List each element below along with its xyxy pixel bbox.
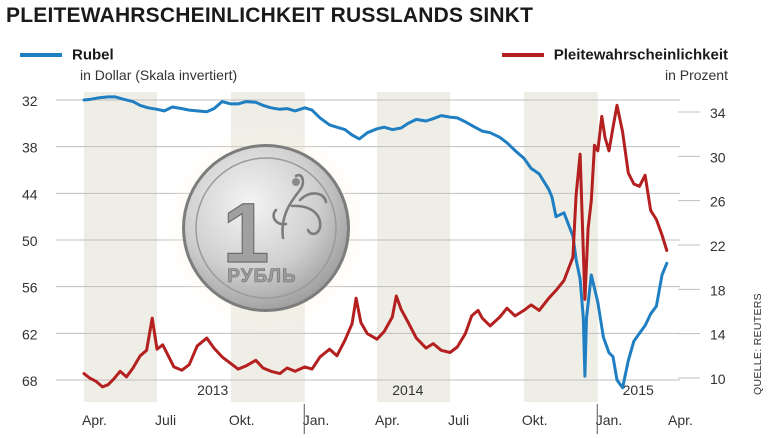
year-label: 2015 bbox=[623, 382, 654, 398]
x-tick-label: Okt. bbox=[229, 412, 255, 428]
left-axis-ticks: 32 38 44 50 56 62 68 bbox=[22, 93, 38, 389]
ruble-coin-image: 1 РУБЛЬ bbox=[161, 123, 371, 333]
x-tick-label: Jan. bbox=[596, 412, 622, 428]
right-tick-label: 18 bbox=[710, 282, 726, 298]
right-tick-label: 10 bbox=[710, 371, 726, 387]
x-axis-ticks: Apr. Juli Okt. Jan. Apr. Juli Okt. Jan. Apr. bbox=[82, 412, 693, 428]
year-labels: 2013 2014 2015 bbox=[197, 382, 654, 434]
x-tick-label: Okt. bbox=[522, 412, 548, 428]
right-tick-label: 22 bbox=[710, 238, 726, 254]
series-line-rubel bbox=[82, 95, 669, 390]
chart-title: PLEITEWAHRSCHEINLICHKEIT RUSSLANDS SINKT bbox=[6, 4, 534, 27]
x-tick-label: Apr. bbox=[668, 412, 693, 428]
source-note: QUELLE: REUTERS bbox=[752, 293, 764, 395]
right-tick-label: 26 bbox=[710, 194, 726, 210]
right-tick-label: 14 bbox=[710, 327, 726, 343]
left-tick-label: 68 bbox=[22, 373, 38, 389]
x-tick-label: Juli bbox=[448, 412, 469, 428]
x-tick-label: Juli bbox=[155, 412, 176, 428]
legend-pleite-label: Pleitewahrscheinlichkeit bbox=[553, 46, 728, 64]
left-tick-label: 38 bbox=[22, 140, 38, 156]
legend-pleite-sublabel: in Prozent bbox=[664, 67, 728, 83]
left-tick-label: 44 bbox=[22, 186, 38, 202]
coin-text: РУБЛЬ bbox=[227, 266, 296, 287]
legend-rubel: Rubel in Dollar (Skala invertiert) bbox=[20, 46, 237, 83]
left-tick-label: 50 bbox=[22, 233, 38, 249]
coin-numeral: 1 bbox=[223, 186, 270, 280]
left-tick-label: 32 bbox=[22, 93, 38, 109]
quarter-shade-band bbox=[377, 92, 451, 402]
legend-pleite: Pleitewahrscheinlichkeit in Prozent bbox=[501, 46, 728, 83]
series-group bbox=[82, 95, 669, 390]
year-label: 2013 bbox=[197, 382, 228, 398]
x-tick-label: Apr. bbox=[375, 412, 400, 428]
x-tick-label: Apr. bbox=[82, 412, 107, 428]
series-line-pleite bbox=[82, 103, 669, 389]
legend-rubel-label: Rubel bbox=[72, 46, 114, 64]
left-tick-label: 56 bbox=[22, 280, 38, 296]
legend-rubel-sublabel: in Dollar (Skala invertiert) bbox=[80, 67, 238, 83]
x-tick-label: Jan. bbox=[303, 412, 329, 428]
right-tick-label: 30 bbox=[710, 149, 726, 165]
legend-rubel-swatch bbox=[20, 52, 62, 57]
right-tick-label: 34 bbox=[710, 105, 726, 121]
quarter-shade-band bbox=[84, 92, 158, 402]
right-axis-ticks: 34 30 26 22 18 14 10 bbox=[710, 105, 726, 387]
year-label: 2014 bbox=[392, 382, 423, 398]
legend-pleite-swatch bbox=[501, 52, 544, 57]
left-tick-label: 62 bbox=[22, 326, 38, 342]
